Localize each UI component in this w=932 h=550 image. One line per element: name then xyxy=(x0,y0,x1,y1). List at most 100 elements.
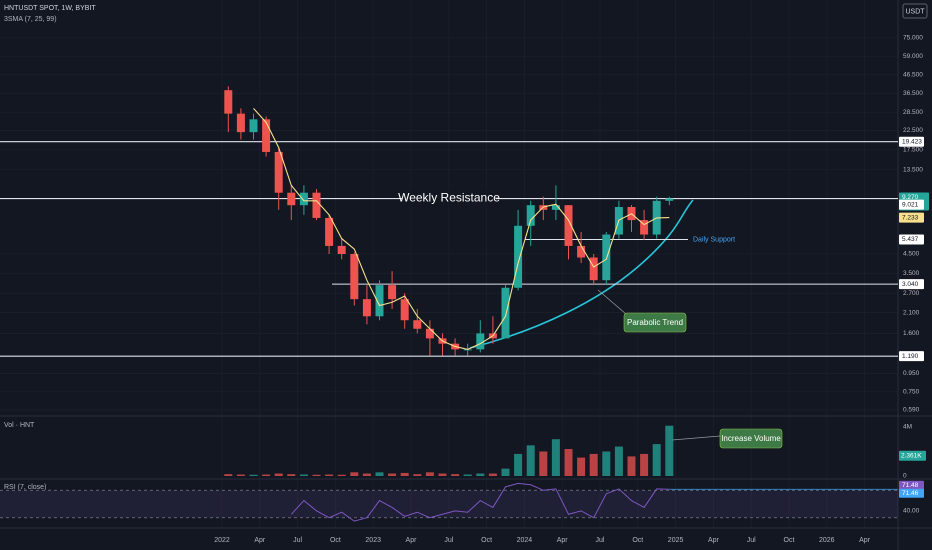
volume-bar xyxy=(249,474,258,476)
grid xyxy=(0,0,898,528)
x-tick-label: Apr xyxy=(254,537,266,544)
volume-bar xyxy=(312,474,321,476)
candle-body xyxy=(312,192,321,218)
level-tag xyxy=(899,136,924,147)
volume-pointer xyxy=(671,435,721,441)
rsi-line xyxy=(290,482,670,522)
volume-bar xyxy=(262,474,271,476)
rsi-title: RSI (7, close) xyxy=(4,484,46,491)
volume-bar xyxy=(224,474,233,476)
volume-bar xyxy=(451,474,460,476)
candle-body xyxy=(224,90,233,114)
candle-body xyxy=(249,119,258,133)
support-label: Daily Support xyxy=(693,236,735,243)
price-tag-label: 9.021 xyxy=(902,201,919,208)
volume-bar xyxy=(665,425,674,476)
rsi-tag-label: 71.48 xyxy=(902,482,919,489)
x-tick-label: Oct xyxy=(481,537,492,544)
volume-box xyxy=(719,428,783,449)
candle-body xyxy=(262,119,271,152)
candle-body xyxy=(425,328,434,339)
candle-body xyxy=(476,333,485,350)
candle-body xyxy=(413,320,422,329)
currency-box[interactable] xyxy=(902,3,928,19)
y-tick-label: 0.750 xyxy=(903,388,920,395)
candle-body xyxy=(388,285,397,300)
currency[interactable]: USDT xyxy=(905,8,925,15)
volume-bar xyxy=(375,472,384,476)
x-tick-label: 2022 xyxy=(214,537,230,544)
volume-bar xyxy=(337,474,346,476)
volume-bar xyxy=(501,468,510,476)
volume-bar xyxy=(614,446,623,476)
volume-bar xyxy=(413,474,422,476)
level-tag xyxy=(899,234,924,245)
trend-pointer xyxy=(597,289,627,315)
y-tick-label: 75.000 xyxy=(903,35,923,42)
candle-body xyxy=(325,217,334,246)
volume-bar xyxy=(602,451,611,476)
rsi-tag xyxy=(899,480,924,490)
level-tag xyxy=(899,351,924,362)
volume-bar xyxy=(236,474,245,476)
rsi-tag xyxy=(899,488,924,498)
volume-bar xyxy=(274,473,283,476)
volume-bar xyxy=(539,451,548,476)
y-tick-label: 28.500 xyxy=(903,109,923,116)
candle-body xyxy=(602,234,611,281)
x-tick-label: Oct xyxy=(784,537,795,544)
volume-bar xyxy=(476,473,485,476)
last-price: 9.270 xyxy=(902,194,919,201)
price-tag xyxy=(899,199,924,210)
x-tick-label: Apr xyxy=(859,537,871,544)
rsi-band xyxy=(0,490,898,518)
candle-body xyxy=(564,205,573,246)
volume-tick-label: 0 xyxy=(903,473,907,480)
level-label: 1.190 xyxy=(902,353,919,360)
price-tag xyxy=(899,212,924,223)
x-tick-label: Apr xyxy=(557,537,569,544)
x-tick-label: Jul xyxy=(444,537,453,544)
chart-title: HNTUSDT SPOT, 1W, BYBIT xyxy=(4,5,96,12)
x-tick-label: Apr xyxy=(708,537,720,544)
moving-average xyxy=(253,107,670,350)
y-tick-label: 46.500 xyxy=(903,71,923,78)
price-tag-label: 7.233 xyxy=(902,214,919,221)
candle-body xyxy=(299,192,308,206)
y-tick-label: 36.500 xyxy=(903,90,923,97)
x-tick-label: 2025 xyxy=(668,537,684,544)
y-tick-label: 2.700 xyxy=(903,290,920,297)
x-tick-label: Jul xyxy=(747,537,756,544)
resistance-label: Weekly Resistance xyxy=(398,191,500,205)
x-tick-label: Jul xyxy=(596,537,605,544)
volume-bar xyxy=(589,453,598,476)
y-tick-label: 13.500 xyxy=(903,166,923,173)
candle-body xyxy=(551,205,560,210)
candle-body xyxy=(665,198,674,201)
candle-body xyxy=(375,285,384,317)
volume-bar xyxy=(577,457,586,476)
volume-bar xyxy=(640,453,649,476)
x-tick-label: 2023 xyxy=(365,537,381,544)
level-label: 5.437 xyxy=(902,236,919,243)
candle-body xyxy=(337,245,346,255)
resistance-bg xyxy=(402,190,496,207)
volume-tick-label: 4M xyxy=(903,424,912,431)
parabolic-trend xyxy=(469,199,694,349)
y-tick-label: 22.500 xyxy=(903,127,923,134)
volume-bar xyxy=(627,456,636,476)
level-label: 3.040 xyxy=(902,281,919,288)
x-tick-label: Apr xyxy=(406,537,418,544)
candle-body xyxy=(526,205,535,226)
candle-body xyxy=(350,254,359,300)
level-label: 19.423 xyxy=(902,138,922,145)
x-tick-label: 2024 xyxy=(517,537,533,544)
y-tick-label: 1.600 xyxy=(903,330,920,337)
volume-bar xyxy=(514,453,523,476)
y-tick-label: 0.590 xyxy=(903,407,920,414)
candle-body xyxy=(589,257,598,281)
volume-bar xyxy=(350,472,359,476)
rsi-tag-label: 71.46 xyxy=(902,490,919,497)
candle-body xyxy=(287,192,296,206)
